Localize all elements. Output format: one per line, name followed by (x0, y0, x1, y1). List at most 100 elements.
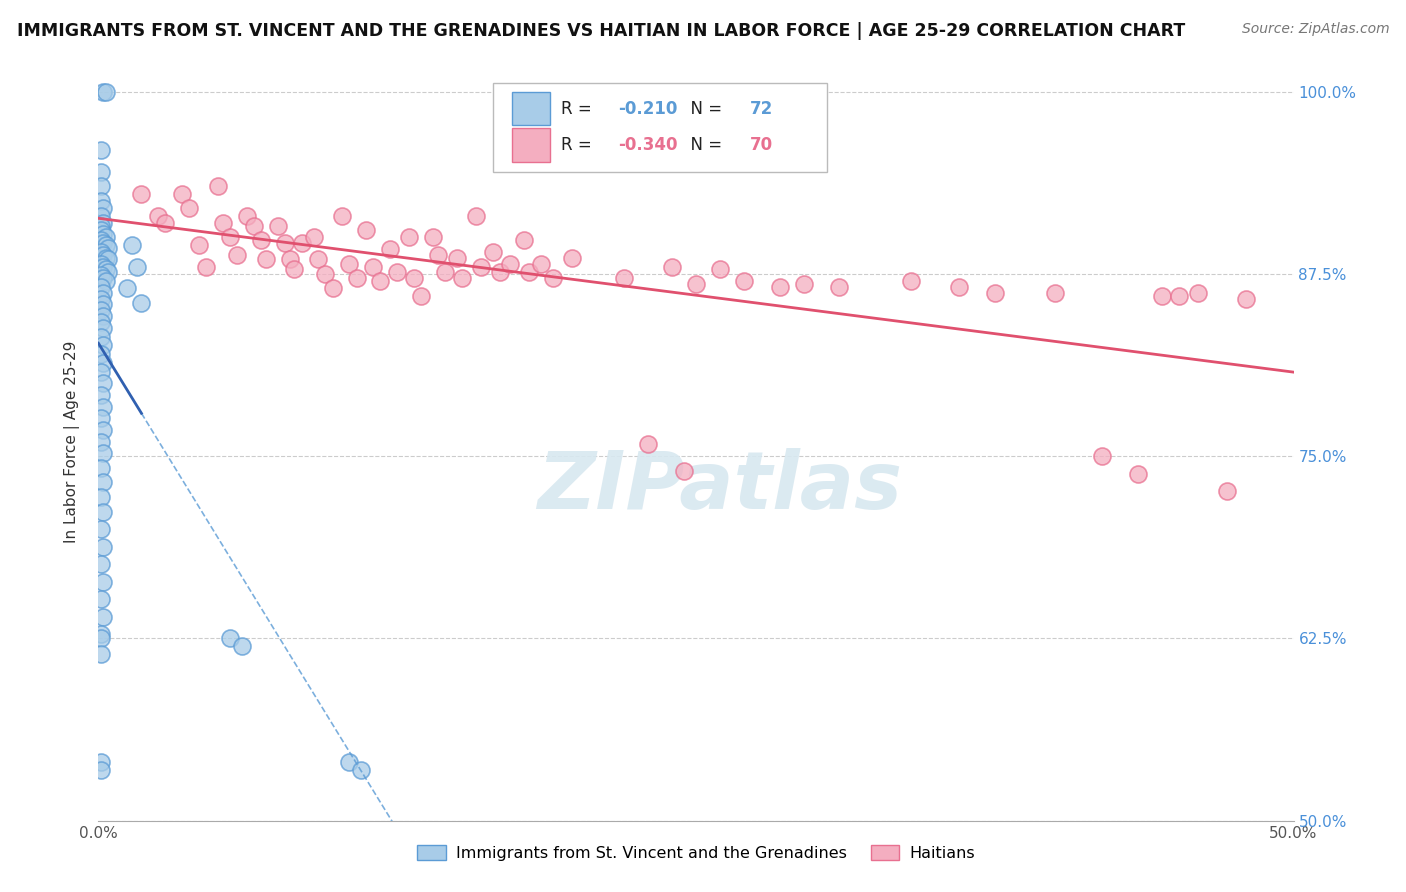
Point (90, 329, 112, 343)
Text: ZIPatlas: ZIPatlas (537, 448, 903, 526)
Point (339, 257, 361, 271)
Point (90, 292, 112, 306)
Point (90, 756, 112, 770)
Y-axis label: In Labor Force | Age 25-29: In Labor Force | Age 25-29 (63, 341, 80, 542)
Point (172, 186, 194, 201)
Point (378, 242, 401, 256)
Point (90, 209, 112, 223)
Point (450, 271, 472, 285)
Point (90, 179, 112, 194)
Point (900, 274, 922, 288)
Point (465, 209, 488, 223)
Point (90, 233, 112, 247)
Point (231, 639, 253, 653)
Point (422, 230, 444, 244)
Point (530, 257, 553, 271)
Point (90, 280, 112, 294)
Point (219, 632, 242, 646)
Point (354, 223, 377, 237)
Text: N =: N = (681, 136, 728, 154)
Point (235, 209, 257, 223)
Point (470, 260, 492, 274)
Point (793, 277, 815, 291)
Point (91, 504, 114, 518)
Point (489, 265, 512, 279)
Point (90, 315, 112, 329)
Point (398, 230, 420, 244)
Point (94, 85, 117, 99)
Point (94, 230, 117, 244)
Point (91, 309, 114, 323)
Point (155, 216, 177, 230)
Point (984, 285, 1007, 300)
Text: R =: R = (561, 136, 598, 154)
Point (350, 763, 373, 777)
Point (307, 252, 329, 267)
Point (90, 219, 112, 233)
Point (302, 230, 325, 244)
Point (1152, 289, 1174, 303)
Point (90, 223, 112, 237)
Point (90, 592, 112, 607)
Point (613, 271, 636, 285)
Point (90, 522, 112, 536)
Point (131, 186, 153, 201)
Point (94, 237, 117, 252)
Point (91, 400, 114, 414)
Point (1091, 449, 1114, 463)
Point (125, 260, 148, 274)
Text: 72: 72 (749, 100, 773, 118)
Point (517, 265, 540, 279)
Point (90, 303, 112, 318)
Point (187, 237, 209, 252)
Point (90, 194, 112, 208)
Point (91, 320, 114, 334)
Point (733, 274, 755, 288)
FancyBboxPatch shape (512, 92, 550, 126)
Point (330, 209, 353, 223)
Point (339, 756, 361, 770)
Point (207, 179, 229, 194)
Text: 70: 70 (749, 136, 773, 154)
Point (426, 248, 449, 262)
Point (1128, 467, 1150, 481)
Point (91, 446, 114, 460)
Point (768, 280, 790, 294)
Point (90, 165, 112, 179)
Point (1187, 285, 1209, 300)
Point (179, 201, 201, 215)
FancyBboxPatch shape (494, 83, 828, 172)
Point (402, 271, 425, 285)
Point (94, 262, 117, 277)
Legend: Immigrants from St. Vincent and the Grenadines, Haitians: Immigrants from St. Vincent and the Gren… (411, 838, 981, 867)
Point (709, 262, 731, 277)
Point (90, 365, 112, 379)
Text: Source: ZipAtlas.com: Source: ZipAtlas.com (1241, 22, 1389, 37)
Point (94, 274, 117, 288)
Point (148, 209, 170, 223)
Point (291, 236, 314, 251)
Point (91, 574, 114, 589)
Point (90, 490, 112, 504)
Point (541, 271, 564, 285)
Point (90, 557, 112, 571)
Point (211, 216, 233, 230)
Point (90, 257, 112, 271)
Point (278, 252, 301, 267)
Text: IMMIGRANTS FROM ST. VINCENT AND THE GRENADINES VS HAITIAN IN LABOR FORCE | AGE 2: IMMIGRANTS FROM ST. VINCENT AND THE GREN… (17, 22, 1185, 40)
Text: R =: R = (561, 100, 598, 118)
Point (91, 201, 114, 215)
Point (90, 434, 112, 449)
Point (91, 236, 114, 251)
Point (219, 230, 242, 244)
Point (685, 277, 707, 291)
Point (91, 271, 114, 285)
Point (90, 763, 112, 777)
Point (948, 280, 970, 294)
Point (370, 274, 392, 288)
Point (94, 251, 117, 265)
Point (90, 143, 112, 157)
Point (434, 265, 457, 279)
Point (90, 411, 112, 425)
Point (195, 260, 218, 274)
